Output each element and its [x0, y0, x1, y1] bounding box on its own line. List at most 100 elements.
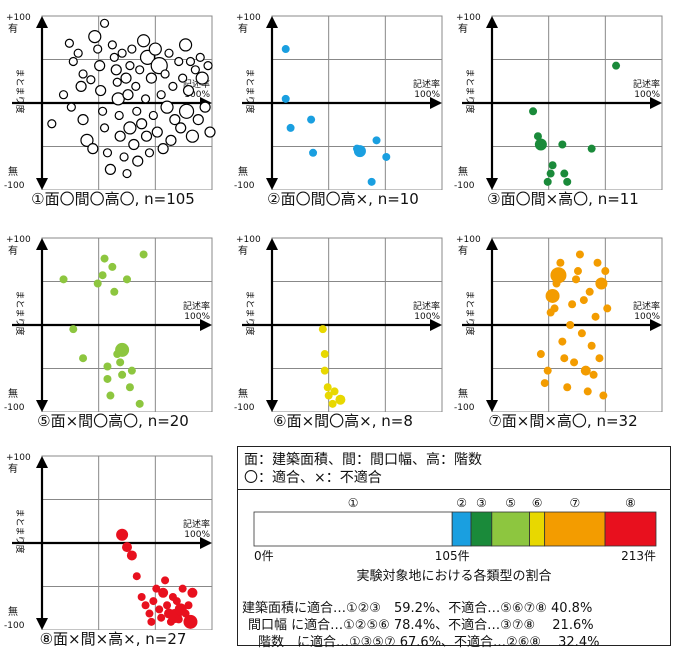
x-axis-label-percent: 100%: [184, 312, 210, 322]
data-point: [536, 350, 545, 359]
y-bottom-label: 無: [238, 387, 248, 400]
data-point: [550, 267, 567, 284]
data-point: [102, 148, 113, 158]
data-point: [563, 383, 572, 392]
data-point: [141, 601, 150, 610]
data-point: [195, 71, 209, 85]
x-axis-label-percent: 100%: [414, 312, 440, 322]
data-point: [93, 279, 102, 288]
scatter-panel-6: +100 有無 -100 まとまり度 記述率 100% ⑦面×間×高〇, n=32: [450, 222, 668, 430]
data-point: [97, 106, 108, 116]
y-bottom-value: -100: [454, 403, 475, 412]
y-arrow-down: [36, 178, 48, 190]
data-point: [140, 130, 153, 142]
data-point: [135, 65, 145, 75]
data-point: [108, 262, 117, 271]
data-point: [183, 614, 198, 629]
data-point: [78, 69, 88, 79]
data-point: [104, 163, 117, 175]
y-bottom-value: -100: [4, 621, 25, 630]
data-point: [80, 133, 94, 147]
data-point: [157, 613, 166, 622]
y-arrow-up: [36, 16, 48, 28]
y-axis-label: まとまり度: [14, 508, 26, 553]
data-point: [174, 615, 183, 624]
data-point: [158, 587, 169, 598]
y-axis-label: まとまり度: [464, 68, 476, 113]
data-point: [128, 138, 140, 151]
x-axis-label: 記述率: [183, 518, 210, 530]
data-point: [595, 354, 604, 363]
data-point: [160, 69, 170, 79]
data-point: [187, 587, 198, 598]
data-point: [150, 57, 168, 75]
scatter-panel-7: +100 有無 -100 まとまり度 記述率 100% ⑧面×間×高×, n=27: [0, 440, 218, 648]
data-point: [47, 119, 57, 129]
y-top-value: +100: [236, 13, 261, 23]
data-point: [148, 110, 158, 121]
data-point: [149, 597, 158, 606]
data-point: [560, 169, 569, 178]
data-point: [156, 90, 166, 100]
legend-box: 面：建築面積、間：間口幅、高：階数 〇：適合、×：不適合 ① ② ③ ⑤ ⑥ ⑦ ⑧ 0件 10…: [237, 446, 671, 650]
data-point: [137, 592, 146, 601]
data-point: [160, 100, 174, 114]
bar-title: 実験対象地における各類型の割合: [356, 568, 551, 584]
data-point: [190, 65, 200, 75]
data-point: [132, 572, 141, 581]
x-axis-label-percent: 100%: [414, 90, 440, 100]
data-point: [543, 366, 552, 375]
data-point: [122, 168, 132, 179]
data-point: [182, 84, 195, 97]
data-point: [161, 576, 170, 585]
scatter-panel-2: +100 有無 -100 まとまり度 記述率 100% ②面〇間〇高×, n=10: [230, 0, 448, 208]
data-point: [330, 387, 339, 396]
data-point: [591, 312, 600, 321]
x-axis-label: 記述率: [633, 78, 660, 90]
data-point: [593, 258, 602, 267]
data-point: [307, 115, 316, 124]
y-arrow-down: [266, 400, 278, 412]
data-point: [165, 134, 177, 146]
data-point: [118, 370, 127, 379]
y-arrow-down: [486, 178, 498, 190]
data-point: [587, 341, 596, 350]
x-axis-label: 記述率: [183, 300, 210, 312]
data-point: [580, 365, 591, 376]
data-point: [563, 177, 572, 186]
data-point: [147, 617, 156, 626]
stat-frontage: 間口幅 に適合…①②⑤⑥ 78.4%、不適合…③⑦⑧ 21.6%: [248, 618, 594, 633]
data-point: [111, 92, 125, 106]
data-point: [587, 144, 596, 153]
x-arrow: [650, 97, 662, 109]
y-arrow-down: [36, 618, 48, 630]
y-top-value: +100: [236, 235, 261, 245]
y-bottom-value: -100: [234, 403, 255, 412]
data-point: [174, 56, 184, 67]
bar-axis-mid: 105件: [435, 549, 470, 563]
data-point: [132, 106, 142, 116]
data-point: [151, 126, 163, 138]
data-point: [110, 64, 122, 76]
data-point: [131, 81, 141, 92]
data-point: [93, 44, 103, 54]
data-point: [77, 113, 89, 126]
data-point: [109, 52, 119, 62]
data-point: [560, 354, 569, 363]
data-point: [318, 325, 327, 334]
y-bottom-label: 無: [8, 387, 18, 400]
data-point: [556, 258, 565, 267]
data-point: [533, 132, 542, 141]
data-point: [550, 304, 559, 313]
data-point: [309, 148, 318, 157]
bar-segment: [491, 511, 530, 547]
data-point: [335, 394, 346, 405]
data-point: [68, 56, 78, 67]
data-point: [127, 44, 137, 54]
scatter-panel-3: +100 有無 -100 まとまり度 記述率 100% ③面〇間×高〇, n=11: [450, 0, 668, 208]
x-axis-label: 記述率: [413, 78, 440, 90]
data-point: [543, 177, 552, 186]
